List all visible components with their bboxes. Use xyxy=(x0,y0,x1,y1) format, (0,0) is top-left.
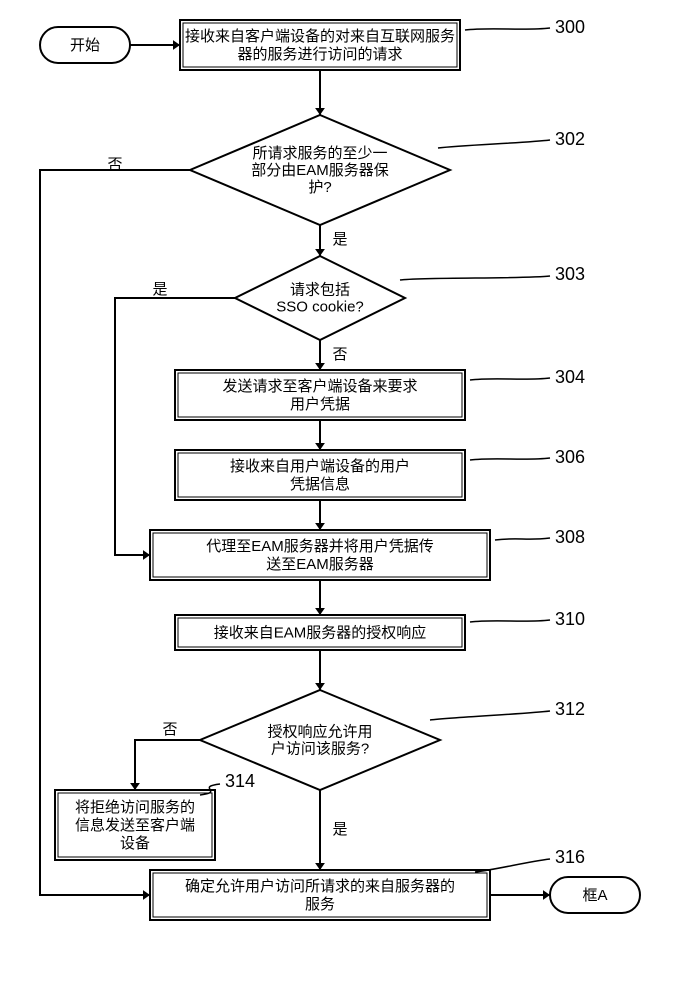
svg-text:确定允许用户访问所请求的来自服务器的: 确定允许用户访问所请求的来自服务器的 xyxy=(185,878,455,895)
node-d312: 授权响应允许用户访问该服务? 312 xyxy=(200,690,585,790)
edge xyxy=(135,740,200,790)
svg-text:是: 是 xyxy=(152,281,167,298)
svg-text:接收来自客户端设备的对来自互联网服务: 接收来自客户端设备的对来自互联网服务 xyxy=(185,28,455,45)
edge xyxy=(115,298,235,555)
svg-text:请求包括: 请求包括 xyxy=(290,281,350,298)
svg-text:314: 314 xyxy=(225,771,255,791)
svg-text:用户凭据: 用户凭据 xyxy=(290,396,350,413)
svg-text:器的服务进行访问的请求: 器的服务进行访问的请求 xyxy=(237,46,402,63)
svg-text:部分由EAM服务器保: 部分由EAM服务器保 xyxy=(251,162,389,179)
svg-text:凭据信息: 凭据信息 xyxy=(290,476,350,493)
svg-text:300: 300 xyxy=(555,17,585,37)
svg-text:户访问该服务?: 户访问该服务? xyxy=(271,740,369,757)
node-n310: 接收来自EAM服务器的授权响应 310 xyxy=(175,609,585,650)
svg-text:否: 否 xyxy=(107,156,122,173)
svg-text:将拒绝访问服务的: 将拒绝访问服务的 xyxy=(75,799,195,816)
svg-text:护?: 护? xyxy=(308,179,331,196)
svg-text:否: 否 xyxy=(162,721,177,738)
svg-text:接收来自用户端设备的用户: 接收来自用户端设备的用户 xyxy=(230,458,410,475)
svg-text:否: 否 xyxy=(332,346,347,363)
svg-text:是: 是 xyxy=(332,231,347,248)
svg-text:接收来自EAM服务器的授权响应: 接收来自EAM服务器的授权响应 xyxy=(214,623,427,641)
svg-text:312: 312 xyxy=(555,699,585,719)
node-n306: 接收来自用户端设备的用户凭据信息 306 xyxy=(175,447,585,500)
svg-text:开始: 开始 xyxy=(70,37,100,54)
svg-text:304: 304 xyxy=(555,367,585,387)
svg-text:308: 308 xyxy=(555,527,585,547)
svg-text:框A: 框A xyxy=(582,887,607,904)
svg-text:所请求服务的至少一: 所请求服务的至少一 xyxy=(252,145,387,162)
svg-text:设备: 设备 xyxy=(120,835,150,852)
node-n304: 发送请求至客户端设备来要求用户凭据 304 xyxy=(175,367,585,420)
svg-text:316: 316 xyxy=(555,847,585,867)
node-n314: 将拒绝访问服务的信息发送至客户端设备 314 xyxy=(55,771,255,860)
node-start: 开始 xyxy=(40,27,130,63)
svg-text:发送请求至客户端设备来要求: 发送请求至客户端设备来要求 xyxy=(222,378,417,395)
node-n308: 代理至EAM服务器并将用户凭据传送至EAM服务器 308 xyxy=(150,527,585,580)
svg-text:302: 302 xyxy=(555,129,585,149)
node-frameA: 框A xyxy=(550,877,640,913)
svg-text:306: 306 xyxy=(555,447,585,467)
svg-text:代理至EAM服务器并将用户凭据传: 代理至EAM服务器并将用户凭据传 xyxy=(206,538,434,555)
svg-text:303: 303 xyxy=(555,264,585,284)
svg-text:是: 是 xyxy=(332,821,347,838)
node-d302: 所请求服务的至少一部分由EAM服务器保护? 302 xyxy=(190,115,585,225)
svg-text:送至EAM服务器: 送至EAM服务器 xyxy=(266,556,374,573)
node-d303: 请求包括SSO cookie? 303 xyxy=(235,256,585,340)
svg-text:服务: 服务 xyxy=(305,896,335,913)
svg-text:SSO cookie?: SSO cookie? xyxy=(276,298,364,315)
node-n300: 接收来自客户端设备的对来自互联网服务器的服务进行访问的请求 300 xyxy=(180,17,585,70)
svg-text:授权响应允许用: 授权响应允许用 xyxy=(267,722,372,740)
svg-text:信息发送至客户端: 信息发送至客户端 xyxy=(75,817,195,834)
svg-text:310: 310 xyxy=(555,609,585,629)
